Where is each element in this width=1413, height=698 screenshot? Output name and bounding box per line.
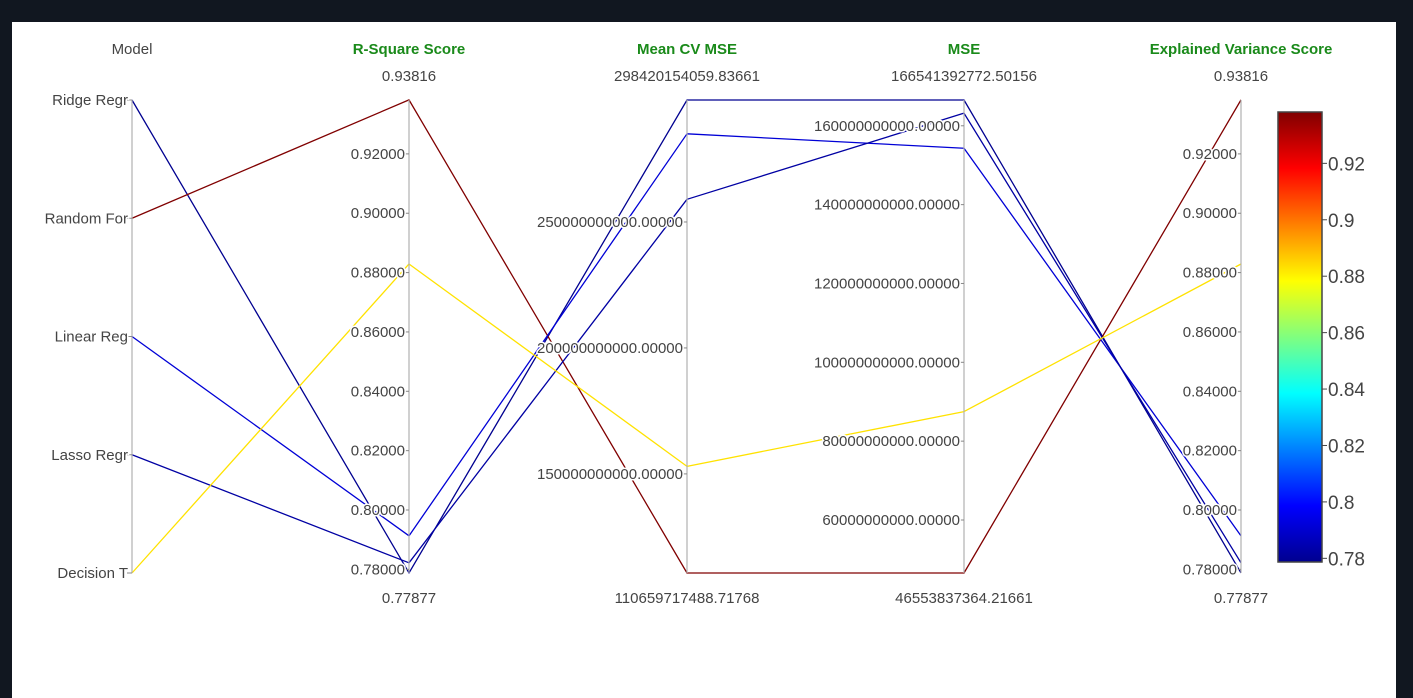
axis-range-min: 0.77877 (382, 590, 436, 607)
axis-tick-label: 0.80000 (1183, 502, 1237, 519)
axis-range-max: 0.93816 (1214, 68, 1268, 85)
axis-tick-label: 0.88000 (1183, 265, 1237, 282)
colorbar-tick-label: 0.84 (1328, 380, 1365, 401)
axis-evs[interactable]: Explained Variance Score 0.93816 0.77877 0.… (1150, 41, 1333, 607)
axis-tick-label: 0.84000 (1183, 383, 1237, 400)
axis-mse[interactable]: MSE 166541392772.50156 46553837364.21661 60… (813, 41, 1038, 607)
axis-tick-label: 0.82000 (351, 443, 405, 460)
colorbar-gradient (1277, 111, 1323, 563)
axis-tick-label: 0.88000 (351, 265, 405, 282)
axis-cv_mse[interactable]: Mean CV MSE 298420154059.83661 11065971748… (536, 41, 761, 607)
axis-range-max: 298420154059.83661 (614, 68, 760, 85)
colorbar-tick-label: 0.92 (1328, 154, 1365, 175)
axis-tick-label: Random For (45, 210, 128, 227)
axis-tick-label: 0.92000 (1183, 146, 1237, 163)
axis-tick-label: 80000000000.00000 (822, 433, 960, 450)
axis-tick-label: Decision T (57, 565, 128, 582)
axis-tick-label: 60000000000.00000 (822, 512, 960, 529)
axis-tick-label: 0.80000 (351, 502, 405, 519)
axis-tick-label: 160000000000.00000 (814, 118, 960, 135)
axis-model[interactable]: Model Ridge Regr Random For Linear Reg Lasso… (43, 41, 153, 584)
axis-tick-label: 140000000000.00000 (814, 197, 960, 214)
plot-card: Model Ridge Regr Random For Linear Reg Lasso… (12, 22, 1396, 698)
axis-tick-label: 0.86000 (351, 324, 405, 341)
axis-tick-label: Lasso Regr (51, 447, 128, 464)
axis-range-max: 166541392772.50156 (891, 68, 1037, 85)
colorbar-tick-label: 0.78 (1328, 549, 1365, 570)
axis-tick-label: Linear Reg (55, 329, 128, 346)
colorbar-tick-label: 0.86 (1328, 324, 1365, 345)
axis-tick-label: 120000000000.00000 (814, 275, 960, 292)
axis-tick-label: 0.92000 (351, 146, 405, 163)
axis-range-min: 110659717488.71768 (615, 590, 760, 607)
axis-r2[interactable]: R-Square Score 0.93816 0.77877 0.78000 0.800… (349, 41, 466, 607)
axis-title[interactable]: Explained Variance Score (1150, 41, 1333, 58)
colorbar: 0.78 0.8 0.82 0.84 0.86 0.88 0.9 0.92 (1277, 111, 1365, 570)
axis-tick-label: 0.86000 (1183, 324, 1237, 341)
colorbar-tick-label: 0.8 (1328, 493, 1354, 514)
axis-tick-label: 0.90000 (351, 205, 405, 222)
axis-tick-label: 200000000000.00000 (537, 340, 683, 357)
axis-tick-label: 0.78000 (351, 561, 405, 578)
axis-tick-label: Ridge Regr (52, 92, 128, 109)
axis-range-min: 46553837364.21661 (895, 590, 1033, 607)
axis-range-min: 0.77877 (1214, 590, 1268, 607)
parallel-coordinates-chart: Model Ridge Regr Random For Linear Reg Lasso… (43, 41, 1365, 607)
axes-layer: Model Ridge Regr Random For Linear Reg Lasso… (43, 41, 1333, 607)
axis-tick-label: 100000000000.00000 (814, 354, 960, 371)
colorbar-tick-label: 0.82 (1328, 436, 1365, 457)
axis-tick-label: 0.84000 (351, 383, 405, 400)
axis-tick-label: 150000000000.00000 (537, 466, 683, 483)
axis-range-max: 0.93816 (382, 68, 436, 85)
axis-tick-label: 0.82000 (1183, 443, 1237, 460)
axis-title[interactable]: Mean CV MSE (637, 41, 737, 58)
axis-title[interactable]: MSE (948, 41, 981, 58)
colorbar-tick-label: 0.9 (1328, 211, 1354, 232)
axis-title[interactable]: R-Square Score (353, 41, 466, 58)
colorbar-tick-label: 0.88 (1328, 267, 1365, 288)
axis-tick-label: 0.90000 (1183, 205, 1237, 222)
axis-tick-label: 250000000000.00000 (537, 214, 683, 231)
axis-title[interactable]: Model (112, 41, 153, 58)
axis-tick-label: 0.78000 (1183, 561, 1237, 578)
